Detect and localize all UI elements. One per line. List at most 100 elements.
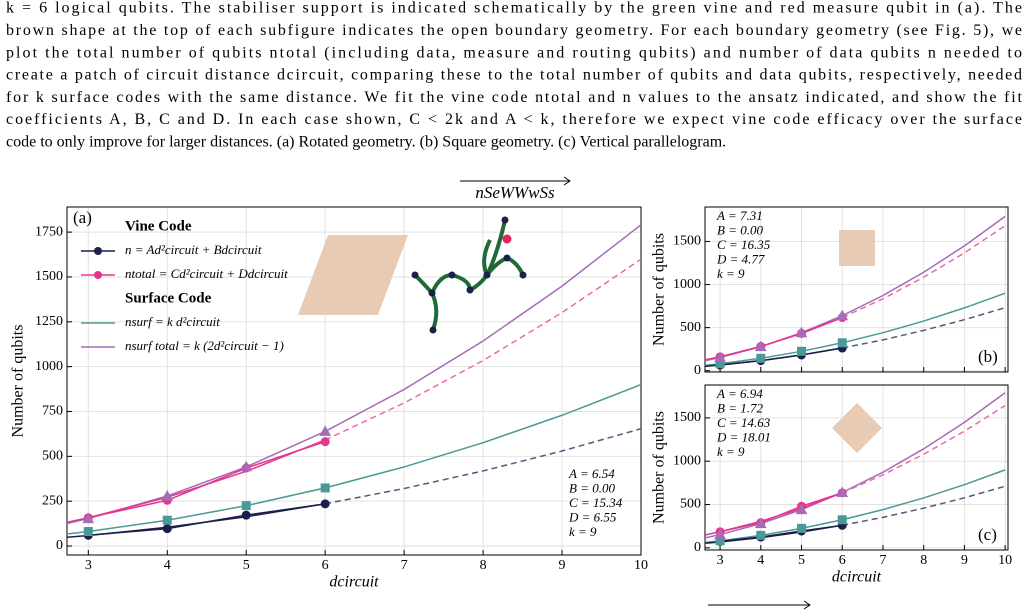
caption: k = 6 logical qubits. The stabiliser sup… <box>6 0 1023 150</box>
diamond-shape <box>832 403 882 453</box>
vine-nodes <box>411 216 527 334</box>
parallelogram-shape <box>298 235 408 315</box>
y-tick-label: 500 <box>42 449 63 464</box>
y-tick-label: 750 <box>42 404 63 419</box>
y-tick-label: 1250 <box>35 314 63 329</box>
panel-label: (a) <box>73 208 92 227</box>
legend-label: nsurf total = k (2d²circuit − 1) <box>125 338 284 353</box>
y-tick-label: 0 <box>56 538 63 553</box>
fit-coefficient: B = 0.00 <box>569 480 615 495</box>
series-line <box>841 404 1006 494</box>
x-tick-label: 7 <box>879 553 886 568</box>
plot-area <box>705 392 1006 546</box>
point <box>162 515 172 525</box>
series-line <box>705 292 1006 367</box>
caption-line: create a patch of circuit distance dcirc… <box>6 67 1022 84</box>
x-tick-label: 9 <box>559 558 566 573</box>
series-line <box>719 316 843 358</box>
point <box>837 515 847 525</box>
caption-line: for k surface codes with the same distan… <box>6 89 1023 106</box>
series-line <box>841 225 1006 319</box>
y-tick-label: 1000 <box>673 453 701 468</box>
y-tick-label: 0 <box>694 363 701 378</box>
legend-label: nsurf = k d²circuit <box>125 314 220 329</box>
series-line <box>324 258 641 441</box>
fit-coefficient: A = 6.54 <box>568 466 615 481</box>
point <box>83 527 93 537</box>
x-tick-label: 3 <box>717 553 724 568</box>
legend-marker <box>94 271 102 279</box>
fit-coefficient: C = 16.35 <box>717 237 771 252</box>
chart: 0 500 1000 1500 (b) Number of qubits A = 7.31B… <box>651 206 1009 378</box>
panel-label: (b) <box>978 347 998 366</box>
point <box>320 437 330 447</box>
point <box>320 499 330 509</box>
point <box>836 486 849 497</box>
chart: 0 500 1000 1500 3 4 5 6 7 8 9 10(c) Number of qubits… <box>651 384 1012 586</box>
y-tick-label: 1500 <box>35 269 63 284</box>
caption-line: k = 6 logical qubits. The stabiliser sup… <box>6 0 1022 17</box>
point <box>240 460 253 472</box>
fit-coefficient: D = 6.55 <box>568 509 617 524</box>
x-tick-label: 6 <box>322 558 329 573</box>
fit-coefficient: D = 4.77 <box>716 251 765 266</box>
point <box>795 503 808 515</box>
caption-line: code to only improve for larger distance… <box>6 133 726 150</box>
point <box>714 351 726 363</box>
square-shape <box>839 230 875 266</box>
point <box>241 510 251 520</box>
legend-title: Vine Code <box>125 218 192 234</box>
fit-coefficient: B = 1.72 <box>717 400 763 415</box>
fit-coefficient: B = 0.00 <box>717 222 763 237</box>
fit-coefficient: k = 9 <box>717 266 745 281</box>
y-axis-label: Number of qubits <box>651 411 668 524</box>
point <box>795 326 808 338</box>
figure-label: nSeWWwSs <box>475 183 555 202</box>
point <box>714 528 726 540</box>
y-tick-label: 250 <box>42 493 63 508</box>
x-tick-label: 5 <box>243 558 250 573</box>
point <box>241 501 251 511</box>
series-line <box>842 307 1006 349</box>
series-line <box>719 347 843 366</box>
x-tick-label: 5 <box>798 553 805 568</box>
fit-coefficient: A = 7.31 <box>716 208 763 223</box>
series-line <box>325 427 641 505</box>
fit-coefficient: k = 9 <box>717 444 745 459</box>
x-tick-label: 3 <box>85 558 92 573</box>
x-tick-label: 4 <box>164 558 171 573</box>
legend-title: Surface Code <box>125 290 212 306</box>
point <box>754 517 767 529</box>
legend-marker <box>94 247 102 255</box>
panel-label: (c) <box>978 525 997 544</box>
series-line <box>88 503 326 537</box>
point <box>756 530 766 540</box>
series-line <box>67 383 641 535</box>
plot-frame <box>704 384 1009 551</box>
fit-coefficient: C = 15.34 <box>569 495 623 510</box>
series-line <box>719 492 843 533</box>
chart: 0 250 500 750 1000 1250 1500 1750 3 4 5 6 7 8 9 10 (a) Nu… <box>10 206 648 591</box>
plot-frame <box>66 206 642 556</box>
geometry-shapes <box>298 216 882 453</box>
point <box>836 309 849 321</box>
x-tick-label: 7 <box>401 558 408 573</box>
point <box>756 353 766 363</box>
fit-coefficient: C = 14.63 <box>717 415 771 430</box>
point <box>320 483 330 493</box>
x-tick-label: 8 <box>480 558 487 573</box>
point <box>797 346 807 356</box>
series-line <box>842 485 1006 527</box>
series-line <box>719 524 843 543</box>
x-axis-label: dcircuit <box>329 574 379 591</box>
caption-line: coefficients A, B, C and D. In each case… <box>6 111 1022 128</box>
y-tick-label: 0 <box>694 540 701 555</box>
plot-area <box>67 224 641 540</box>
measure-qubit <box>502 234 512 244</box>
fit-coefficient: k = 9 <box>569 524 597 539</box>
point <box>837 338 847 348</box>
x-tick-label: 6 <box>839 553 846 568</box>
caption-line: plot the total number of qubits ntotal (… <box>6 44 1022 61</box>
